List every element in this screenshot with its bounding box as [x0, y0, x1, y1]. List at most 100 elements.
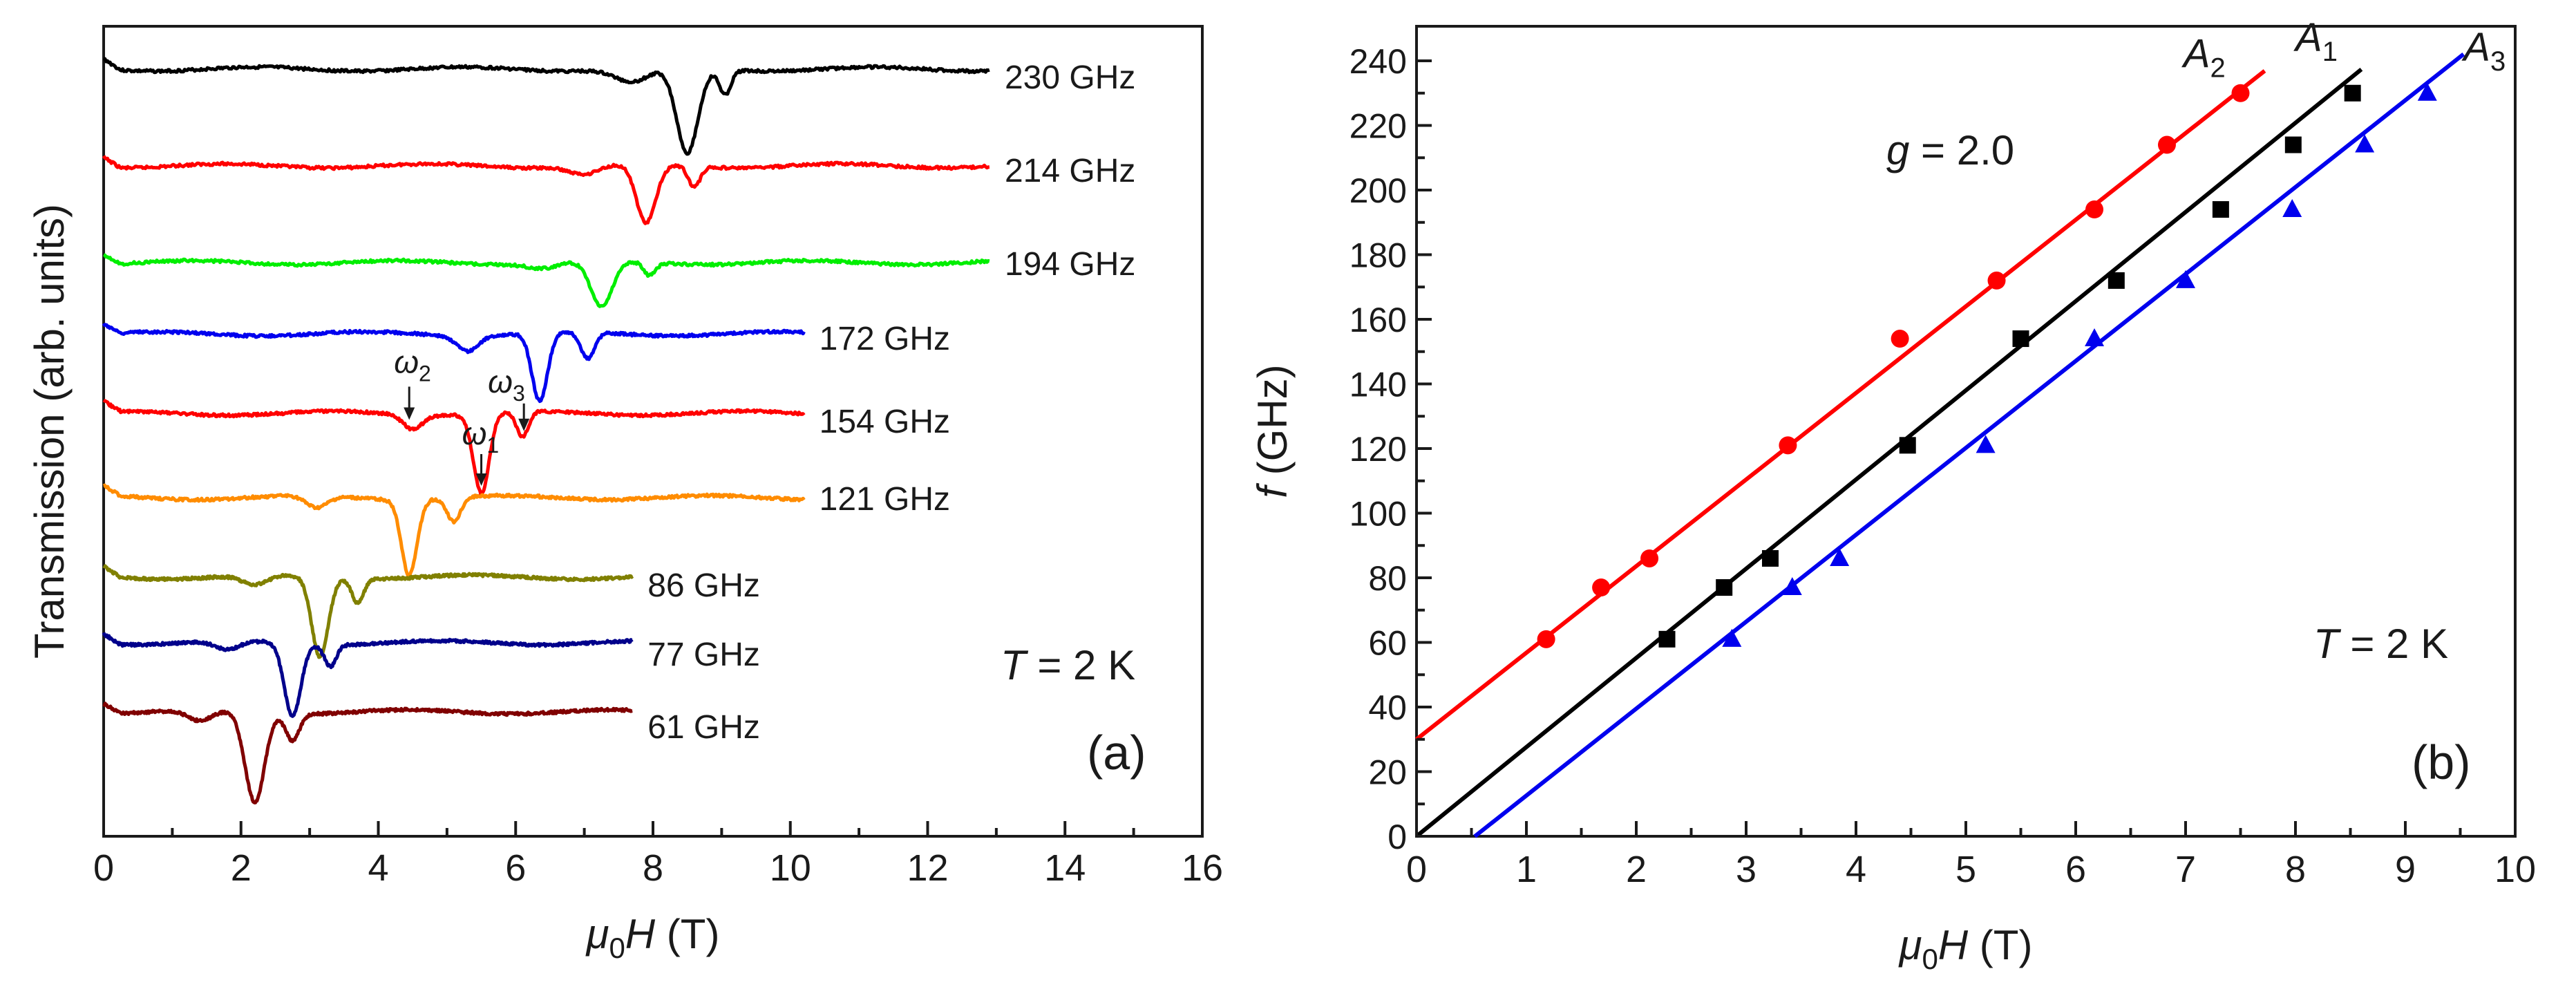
panel-b-series-labels: A2 A1 A3 [2181, 15, 2506, 83]
y-tick-label-40: 40 [1368, 688, 1407, 727]
point-a3-6 [2282, 199, 2302, 218]
x-tick-label-16: 16 [1182, 847, 1223, 889]
annotation-omega-3: ω3 [488, 364, 525, 406]
point-a2-1 [1592, 578, 1611, 597]
curve-214-ghz [102, 155, 990, 225]
point-a1-4 [2012, 330, 2029, 348]
fit-line-a2 [1415, 69, 2266, 742]
panel-b-y-axis-label: f (GHz) [1249, 364, 1296, 498]
x-tick-label-4: 4 [368, 847, 388, 889]
x-tick-label-2: 2 [1626, 849, 1647, 890]
y-tick-label-220: 220 [1349, 107, 1407, 146]
panel-b-fit-lines [1415, 53, 2465, 838]
panel-b-y-ticks: 0 20 40 60 80 100 120 140 160 180 200 220 240 [1349, 42, 1432, 856]
panel-b-panel-label: (b) [2412, 735, 2471, 789]
series-label-214-ghz: 214 GHz [1005, 153, 1135, 189]
fit-line-a3 [1473, 53, 2465, 838]
annotation-omega-2: ω2 [394, 343, 431, 386]
x-tick-label-2: 2 [231, 847, 252, 889]
x-tick-label-6: 6 [2065, 849, 2086, 890]
y-tick-label-80: 80 [1368, 559, 1407, 598]
x-tick-label-10: 10 [2494, 849, 2536, 890]
panel-b-temperature-label: T = 2 K [2313, 621, 2448, 667]
point-a2-5 [1987, 271, 2006, 290]
series-label-a2: A2 [2181, 31, 2226, 83]
curve-77-ghz [102, 632, 634, 718]
panel-a-curves [102, 57, 990, 804]
point-a2-2 [1640, 549, 1659, 567]
panel-b-x-axis-label: μ0H (T) [1898, 922, 2033, 975]
x-tick-label-12: 12 [907, 847, 948, 889]
series-label-230-ghz: 230 GHz [1005, 59, 1135, 96]
point-a1-6 [2212, 201, 2229, 218]
panel-a-annotations: ω2 ω1 ω3 [394, 343, 530, 486]
point-a3-4 [2085, 328, 2105, 347]
series-label-a3: A3 [2461, 25, 2506, 77]
point-a2-4 [1891, 330, 1909, 348]
point-a1-1 [1716, 579, 1733, 596]
point-a3-0 [1722, 628, 1742, 647]
point-a3-1 [1782, 577, 1802, 596]
x-tick-label-8: 8 [2285, 849, 2306, 890]
x-tick-label-7: 7 [2175, 849, 2196, 890]
panel-a-x-axis-label: μ0H (T) [585, 911, 720, 964]
annotation-omega-1: ω1 [462, 415, 500, 458]
series-label-a1: A1 [2293, 15, 2338, 67]
x-tick-label-6: 6 [505, 847, 526, 889]
panel-b-x-ticks: 0 1 2 3 4 5 6 7 8 9 10 [1406, 821, 2536, 890]
point-a1-8 [2344, 84, 2361, 102]
series-label-61-ghz: 61 GHz [647, 709, 760, 746]
panel-a-x-ticks: 0 2 4 6 8 10 12 14 16 [93, 821, 1223, 889]
annotation-arrowhead-omega-3 [518, 418, 530, 431]
x-tick-label-4: 4 [1846, 849, 1866, 890]
panel-a: 0 2 4 6 8 10 12 14 16 230 GHz 214 GHz 194 GHz 172 G… [26, 25, 1223, 964]
x-tick-label-10: 10 [770, 847, 811, 889]
y-tick-label-180: 180 [1349, 236, 1407, 275]
y-tick-label-100: 100 [1349, 495, 1407, 534]
point-a1-3 [1899, 437, 1916, 454]
curve-121-ghz [102, 483, 806, 578]
x-tick-label-0: 0 [1406, 849, 1427, 890]
point-a3-5 [2176, 270, 2195, 288]
point-a1-2 [1761, 549, 1779, 567]
panel-a-temperature-label: T = 2 K [1001, 642, 1135, 688]
y-tick-label-120: 120 [1349, 430, 1407, 469]
y-tick-label-200: 200 [1349, 171, 1407, 210]
point-a2-0 [1537, 630, 1555, 648]
panel-a-panel-label: (a) [1087, 726, 1146, 780]
fit-line-a1 [1415, 68, 2363, 838]
point-a2-3 [1779, 436, 1797, 455]
x-tick-label-3: 3 [1736, 849, 1756, 890]
x-tick-label-1: 1 [1516, 849, 1537, 890]
series-label-194-ghz: 194 GHz [1005, 246, 1135, 283]
x-tick-label-14: 14 [1044, 847, 1086, 889]
point-a1-5 [2108, 272, 2125, 289]
x-tick-label-0: 0 [93, 847, 114, 889]
series-label-86-ghz: 86 GHz [647, 567, 760, 604]
y-tick-label-20: 20 [1368, 753, 1407, 792]
y-tick-label-140: 140 [1349, 366, 1407, 404]
point-a2-7 [2157, 135, 2176, 154]
curve-194-ghz [102, 253, 990, 308]
curve-172-ghz [102, 322, 806, 404]
curve-86-ghz [102, 564, 634, 659]
point-a2-8 [2231, 84, 2250, 102]
point-a2-6 [2085, 200, 2104, 219]
series-label-154-ghz: 154 GHz [820, 404, 950, 440]
series-label-172-ghz: 172 GHz [820, 321, 950, 357]
annotation-arrowhead-omega-2 [404, 407, 415, 420]
panel-a-series-labels: 230 GHz 214 GHz 194 GHz 172 GHz 154 GHz 121 G… [647, 59, 1135, 746]
x-tick-label-5: 5 [1955, 849, 1976, 890]
panel-b: 0 1 2 3 4 5 6 7 8 9 10 0 20 40 60 80 100 120 140 160 180 200… [1249, 15, 2536, 975]
point-a3-3 [1976, 435, 1996, 453]
curve-61-ghz [102, 702, 634, 804]
panel-b-data-points [1537, 82, 2437, 648]
panel-a-y-axis-label: Transmission (arb. units) [26, 204, 73, 659]
series-label-121-ghz: 121 GHz [820, 481, 950, 518]
x-tick-label-8: 8 [643, 847, 663, 889]
y-tick-label-0: 0 [1388, 818, 1407, 856]
y-tick-label-160: 160 [1349, 301, 1407, 339]
point-a1-0 [1658, 630, 1676, 648]
point-a3-2 [1830, 547, 1850, 566]
